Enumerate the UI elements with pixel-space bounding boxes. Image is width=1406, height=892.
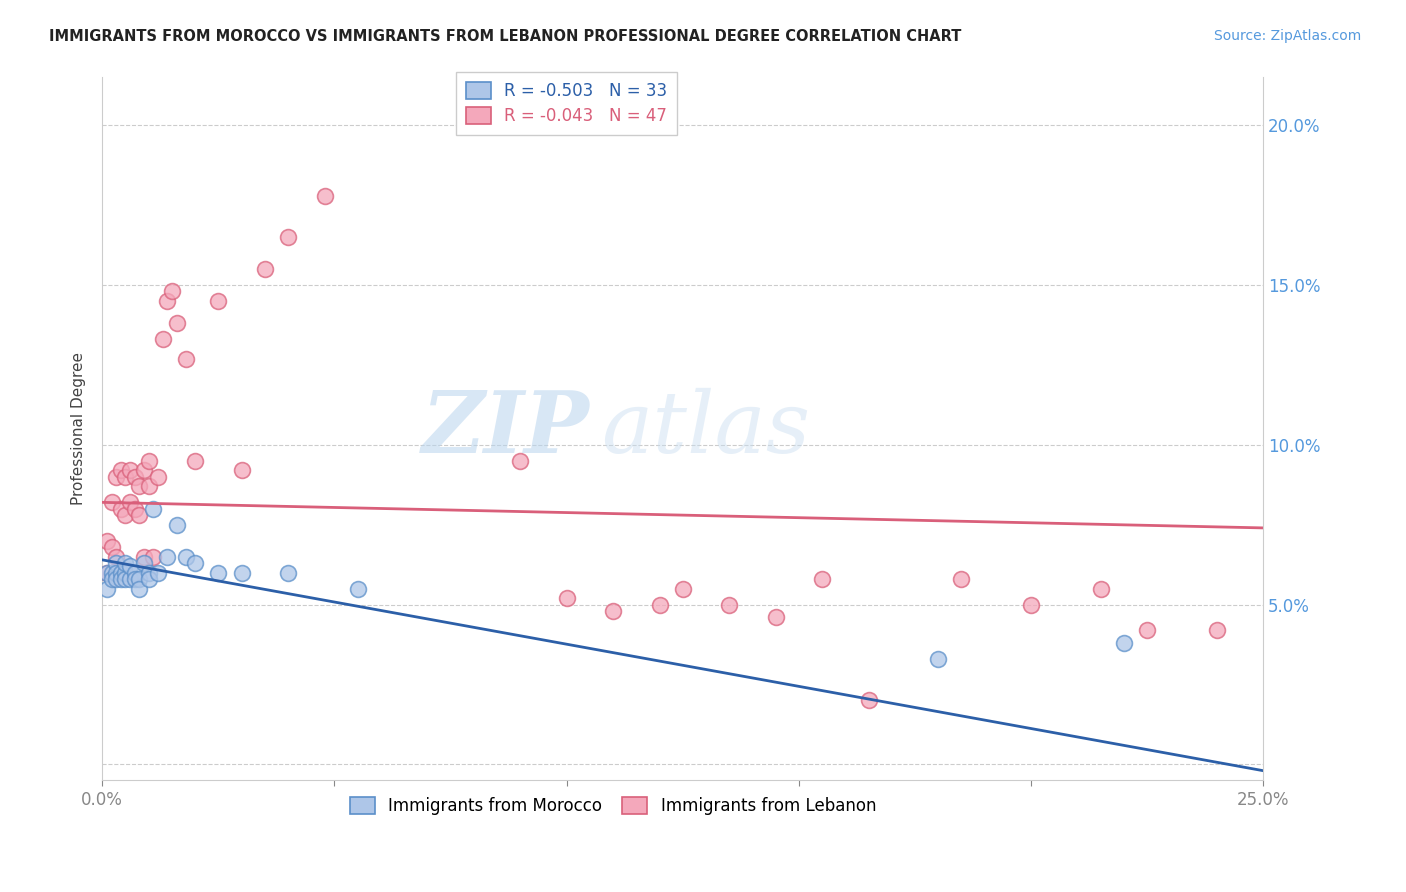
Point: [672, 582, 695, 596]
Point: [174, 351, 197, 366]
Point: [950, 572, 973, 586]
Point: [96, 566, 118, 580]
Point: [648, 598, 671, 612]
Point: [509, 454, 531, 468]
Point: [100, 566, 122, 580]
Point: [146, 566, 169, 580]
Point: [100, 540, 122, 554]
Point: [132, 463, 155, 477]
Point: [166, 317, 188, 331]
Point: [114, 572, 136, 586]
Point: [277, 230, 299, 244]
Point: [105, 572, 128, 586]
Point: [142, 501, 165, 516]
Point: [142, 549, 165, 564]
Point: [132, 549, 155, 564]
Point: [184, 556, 207, 570]
Point: [811, 572, 834, 586]
Point: [1019, 598, 1042, 612]
Point: [105, 470, 128, 484]
Point: [207, 566, 229, 580]
Point: [314, 188, 336, 202]
Point: [124, 572, 146, 586]
Y-axis label: Professional Degree: Professional Degree: [72, 352, 86, 506]
Point: [114, 508, 136, 523]
Point: [184, 454, 207, 468]
Point: [160, 285, 183, 299]
Point: [138, 454, 160, 468]
Point: [96, 582, 118, 596]
Point: [166, 517, 188, 532]
Point: [110, 572, 132, 586]
Point: [927, 652, 949, 666]
Point: [1206, 623, 1229, 637]
Point: [128, 508, 150, 523]
Point: [277, 566, 299, 580]
Point: [100, 495, 122, 509]
Point: [146, 470, 169, 484]
Point: [114, 566, 136, 580]
Point: [105, 549, 128, 564]
Point: [110, 463, 132, 477]
Point: [124, 501, 146, 516]
Point: [105, 556, 128, 570]
Point: [128, 572, 150, 586]
Point: [124, 566, 146, 580]
Point: [138, 566, 160, 580]
Point: [105, 566, 128, 580]
Point: [114, 556, 136, 570]
Point: [128, 479, 150, 493]
Point: [132, 556, 155, 570]
Point: [1090, 582, 1112, 596]
Point: [555, 591, 578, 606]
Point: [100, 572, 122, 586]
Point: [1136, 623, 1159, 637]
Point: [110, 566, 132, 580]
Text: IMMIGRANTS FROM MOROCCO VS IMMIGRANTS FROM LEBANON PROFESSIONAL DEGREE CORRELATI: IMMIGRANTS FROM MOROCCO VS IMMIGRANTS FR…: [49, 29, 962, 44]
Point: [253, 262, 276, 277]
Legend: Immigrants from Morocco, Immigrants from Lebanon: Immigrants from Morocco, Immigrants from…: [340, 787, 886, 825]
Point: [718, 598, 741, 612]
Point: [207, 294, 229, 309]
Point: [114, 470, 136, 484]
Point: [858, 693, 880, 707]
Point: [156, 549, 179, 564]
Point: [120, 559, 142, 574]
Point: [120, 495, 142, 509]
Point: [765, 610, 787, 624]
Point: [124, 470, 146, 484]
Point: [231, 463, 253, 477]
Point: [110, 501, 132, 516]
Point: [1112, 636, 1135, 650]
Text: atlas: atlas: [602, 387, 811, 470]
Point: [156, 294, 179, 309]
Point: [231, 566, 253, 580]
Point: [602, 604, 624, 618]
Point: [128, 582, 150, 596]
Point: [120, 572, 142, 586]
Point: [138, 572, 160, 586]
Text: ZIP: ZIP: [422, 387, 591, 471]
Text: Source: ZipAtlas.com: Source: ZipAtlas.com: [1213, 29, 1361, 43]
Point: [96, 566, 118, 580]
Point: [174, 549, 197, 564]
Point: [152, 333, 174, 347]
Point: [346, 582, 368, 596]
Point: [120, 463, 142, 477]
Point: [96, 533, 118, 548]
Point: [138, 479, 160, 493]
